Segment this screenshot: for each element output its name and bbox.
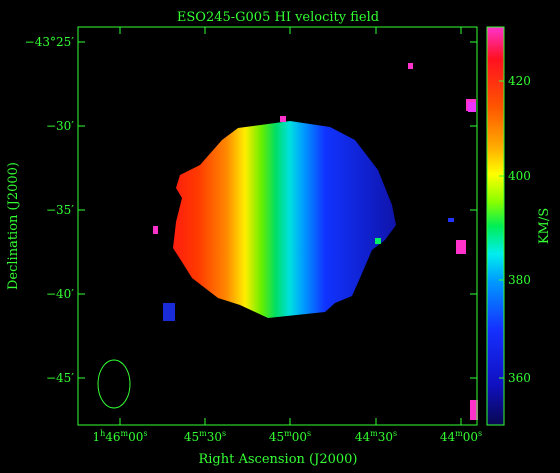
colorbar-tick-label: 380 [508, 273, 531, 287]
plot-frame [77, 26, 478, 426]
y-tick-label: −30′ [46, 119, 74, 133]
chart-title: ESO245-G005 HI velocity field [177, 10, 379, 25]
y-tick-label: −40′ [46, 287, 74, 301]
x-tick-label: 45m30s [184, 429, 226, 444]
x-tick-marks [119, 27, 462, 425]
x-tick-label: 44m30s [355, 429, 397, 444]
x-tick-label: 44m00s [440, 429, 482, 444]
colorbar-tick-label: 400 [508, 169, 531, 183]
y-tick-label: −35′ [46, 203, 74, 217]
y-tick-label: −45′ [46, 371, 74, 385]
velocity-field-image [153, 63, 478, 420]
y-axis-label: Declination (J2000) [6, 162, 21, 290]
colorbar-tick-label: 420 [508, 74, 531, 88]
x-axis-label: Right Ascension (J2000) [198, 452, 357, 467]
x-tick-label: 1h46m00s [92, 429, 147, 444]
colorbar-ticks [499, 80, 504, 379]
y-tick-marks [78, 41, 477, 379]
colorbar-tick-label: 360 [508, 371, 531, 385]
colorbar [486, 26, 505, 426]
x-tick-label: 45m00s [269, 429, 311, 444]
colorbar-label: KM/S [537, 208, 552, 244]
beam-ellipse [97, 359, 131, 409]
y-tick-label: −43°25′ [25, 35, 75, 49]
